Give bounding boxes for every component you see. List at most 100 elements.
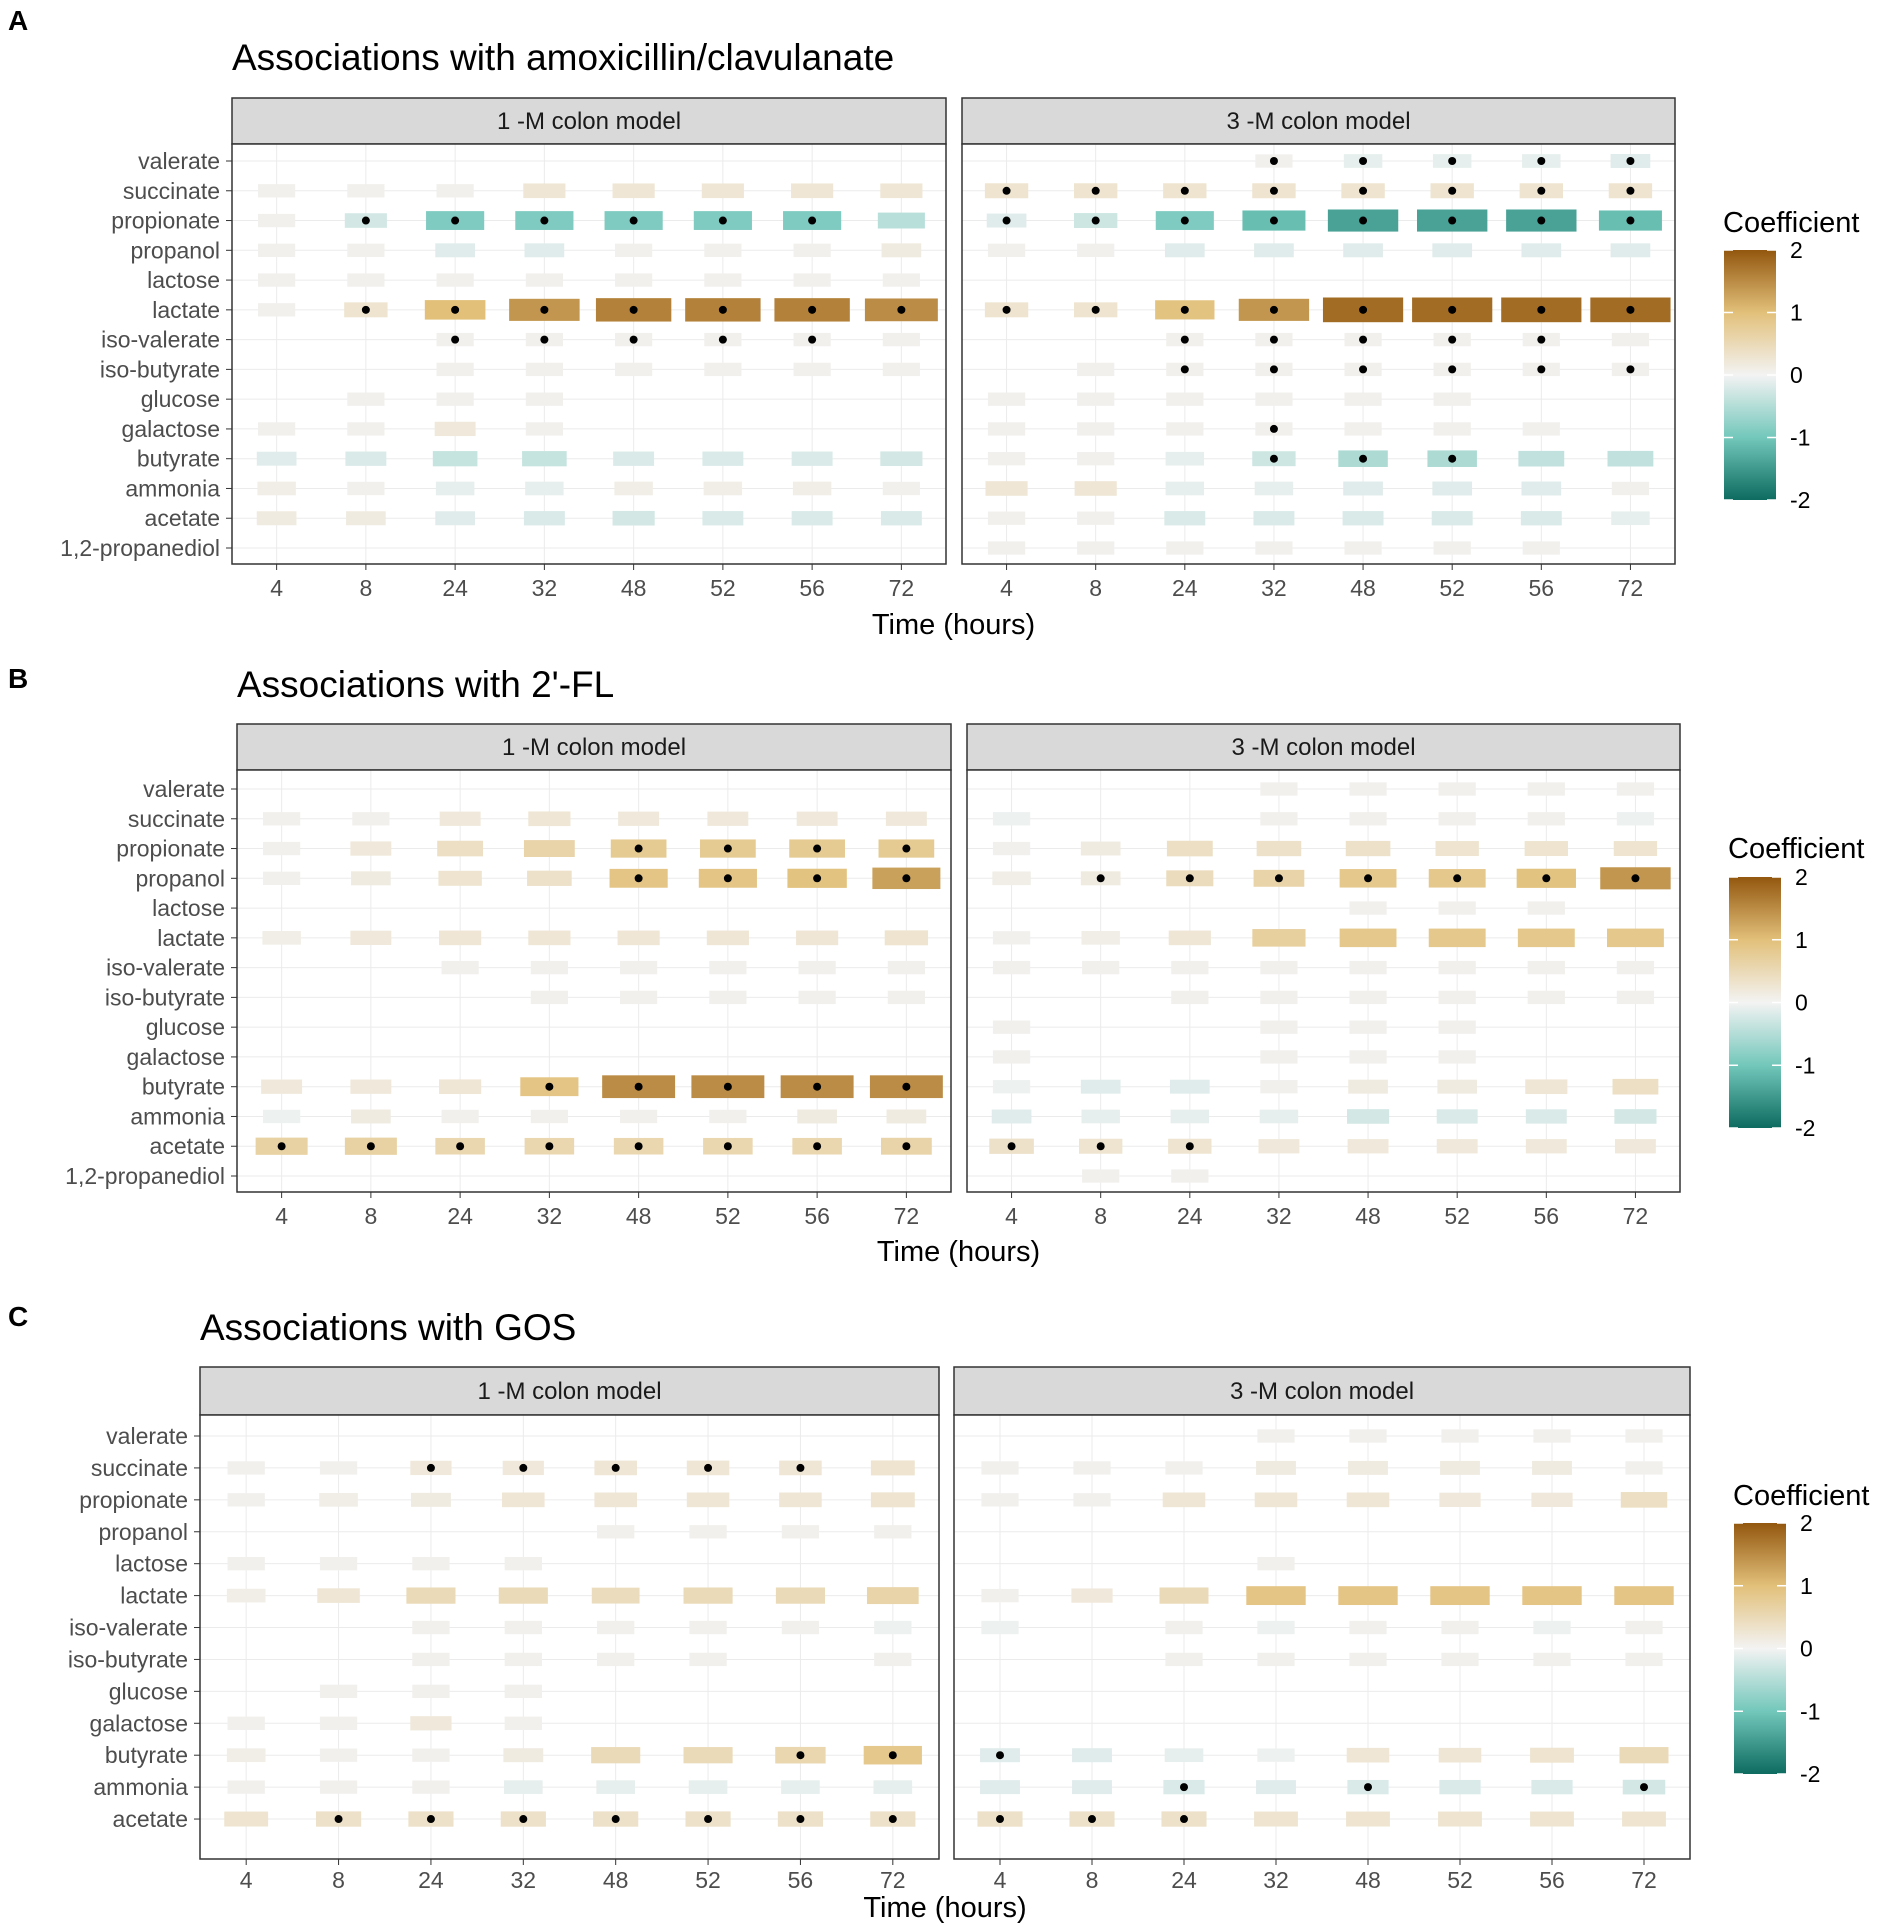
heat-tile [1071,1588,1113,1603]
heat-tile [1345,840,1391,857]
heat-tile [523,840,575,857]
heat-tile [412,1652,450,1667]
heat-tile [258,184,296,198]
heat-tile [874,1620,912,1635]
heat-tile [1344,541,1382,555]
heat-tile [882,481,920,496]
facet-label: 3 -M colon model [1230,1378,1414,1405]
panel-a: A Associations with amoxicillin/clavulana… [8,5,1860,641]
significance-dot [540,305,549,314]
plot-border [953,1414,1691,1860]
legend-title: Coefficient [1733,1480,1870,1512]
x-axis-title: Time (hours) [872,609,1035,641]
heat-tile [347,481,385,496]
heat-tile [981,1493,1019,1507]
significance-dot [1359,365,1368,374]
significance-dot [1448,157,1457,165]
heat-tile [1257,1557,1295,1571]
significance-dot [796,1751,805,1760]
heat-tile [1433,541,1471,555]
significance-dot [1359,454,1368,463]
heat-tile [1625,1429,1663,1443]
heat-tile [436,392,474,406]
heat-tile [504,1780,543,1794]
heat-tile [525,362,563,377]
heat-tile [686,1492,730,1508]
y-tick-label: ammonia [130,1103,225,1129]
heat-tile [227,1493,265,1507]
heat-tile [781,1620,820,1635]
significance-dot [451,216,460,225]
heat-tile [504,1684,542,1699]
heat-tile [1164,1748,1204,1763]
significance-dot [1002,305,1011,314]
heat-tile [1166,422,1204,436]
significance-dot [1448,186,1457,195]
heat-tile [1619,1747,1669,1764]
x-tick-label: 24 [1172,575,1198,601]
y-tick-label: galactose [122,416,220,442]
significance-dot [704,1463,713,1472]
heat-tile [1073,1493,1111,1507]
significance-dot [902,844,911,853]
significance-dot [1185,874,1194,883]
heat-tile [1614,1586,1674,1606]
significance-dot [1537,157,1546,165]
significance-dot [888,1815,897,1824]
heat-tile [256,451,297,466]
heat-tile [439,930,482,946]
significance-dot [723,844,732,853]
heat-tile [1522,541,1560,555]
significance-dot [1537,335,1546,344]
significance-dot [1626,186,1635,195]
heat-tile [613,451,655,466]
heat-tile [591,1587,640,1604]
heat-tile [1254,1492,1298,1508]
heat-tile [261,1079,303,1094]
heat-tile [1525,1079,1568,1095]
heat-tile [1531,1492,1573,1507]
heat-tile [263,871,301,885]
legend-tick-label: -2 [1800,1761,1820,1787]
significance-dot [1542,874,1551,883]
heat-tile [1622,1811,1666,1827]
heat-tile [1072,1748,1112,1763]
x-tick-label: 24 [418,1867,444,1893]
heat-tile [689,1525,727,1539]
heat-tile [1343,243,1383,258]
significance-dot [519,1815,528,1824]
significance-dot [366,1142,375,1151]
legend-tick-label: -1 [1790,425,1810,451]
heat-tile [689,1620,727,1635]
significance-dot [634,1082,643,1091]
significance-dot [1537,186,1546,195]
heat-tile [1171,960,1209,975]
heat-tile [224,1811,269,1827]
x-tick-label: 56 [1539,1867,1565,1893]
x-tick-label: 48 [1350,575,1376,601]
heat-tile [706,930,749,946]
heat-tile [1522,1586,1582,1606]
heat-tile [263,1109,301,1124]
x-tick-label: 24 [447,1203,473,1229]
heat-tile [1441,1429,1479,1443]
heat-tile [1346,1747,1390,1763]
heat-tile [412,1620,450,1635]
significance-dot [902,1082,911,1091]
heat-tile [987,243,1026,257]
significance-dot [1180,216,1189,225]
legend-tick-label: 1 [1790,300,1803,326]
heat-tile [319,1780,358,1794]
heat-tile [436,273,474,287]
x-tick-label: 56 [788,1867,814,1893]
heat-tile [1531,1779,1573,1795]
significance-dot [611,1815,620,1824]
heat-tile [873,1780,913,1794]
heat-tile [1168,930,1211,946]
panel-letter: A [8,5,28,36]
heat-tile [1164,511,1206,526]
y-tick-label: propionate [116,836,225,862]
